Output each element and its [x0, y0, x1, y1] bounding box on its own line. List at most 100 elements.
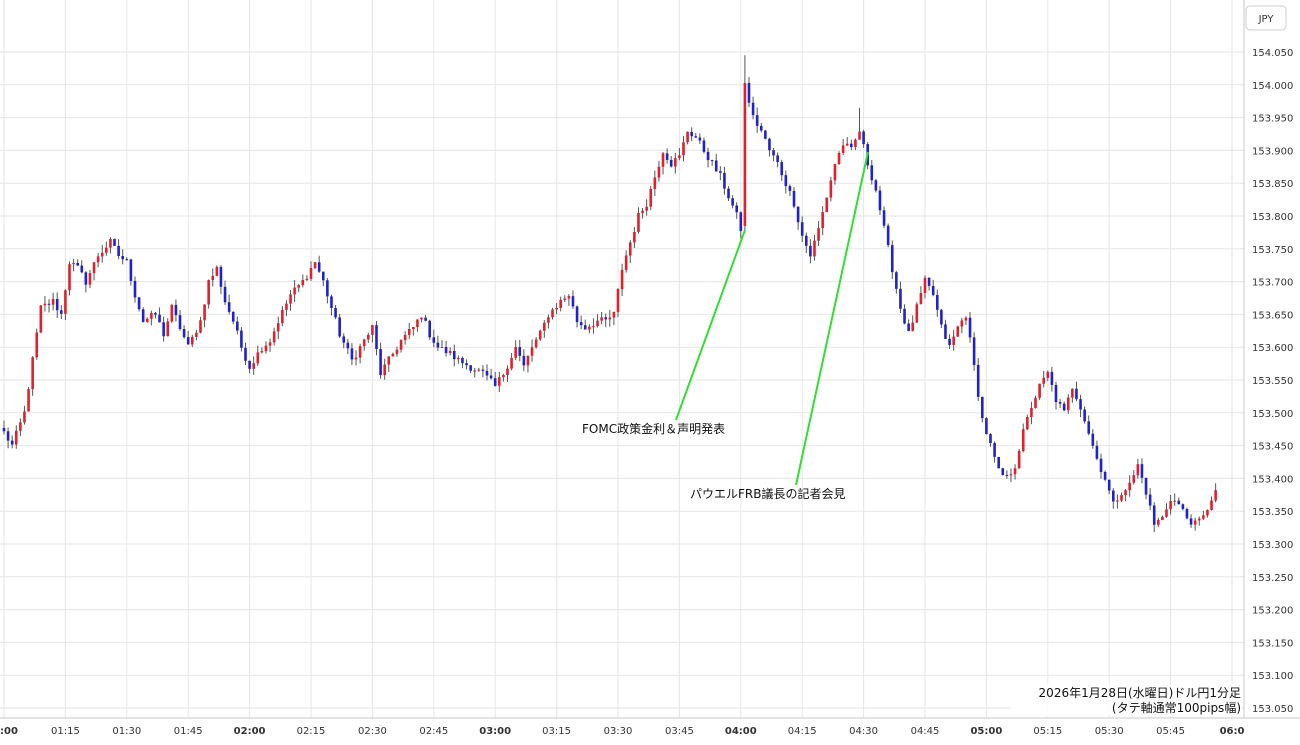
- candle-body: [645, 206, 648, 211]
- candle-body: [850, 143, 853, 148]
- candle-body: [407, 329, 411, 335]
- candle-body: [231, 311, 235, 322]
- candle-body: [240, 330, 243, 348]
- candle-body: [195, 332, 198, 337]
- candle-body: [669, 159, 673, 167]
- candle-body: [653, 177, 657, 189]
- x-tick-label: 05:45: [1156, 726, 1185, 737]
- candle-body: [530, 347, 534, 356]
- candle-body: [985, 418, 988, 435]
- candle-body: [68, 264, 71, 291]
- candle-body: [117, 245, 120, 256]
- candle-body: [485, 370, 489, 376]
- candle-body: [841, 145, 845, 153]
- x-tick-label: 05:00: [970, 726, 1002, 737]
- x-tick-label: 02:15: [297, 726, 326, 737]
- candle-body: [600, 317, 603, 321]
- x-tick-label: 01:15: [51, 726, 80, 737]
- candle-body: [133, 280, 137, 298]
- annotation-line: [675, 229, 746, 421]
- candle-body: [690, 131, 693, 137]
- candle-body: [579, 322, 583, 326]
- candle-body: [281, 309, 284, 324]
- currency-label: JPY: [1258, 14, 1275, 25]
- x-tick-label: 03:30: [604, 726, 633, 737]
- candle-body: [10, 440, 14, 445]
- candle-body: [661, 153, 665, 167]
- candle-body: [137, 297, 141, 310]
- candle-body: [379, 349, 382, 376]
- candle-body: [551, 309, 554, 318]
- candle-body: [731, 198, 734, 206]
- candle-body: [452, 350, 456, 360]
- currency-badge[interactable]: [1245, 5, 1287, 31]
- candle-body: [870, 165, 874, 181]
- candle-body: [342, 336, 346, 343]
- y-tick-label: 153.600: [1252, 343, 1293, 354]
- candle-body: [150, 312, 153, 319]
- x-tick-label: 03:00: [479, 726, 511, 737]
- candle-body: [346, 342, 350, 349]
- candle-body: [416, 319, 419, 327]
- candle-body: [710, 160, 714, 162]
- candle-body: [931, 285, 935, 295]
- y-tick-label: 153.700: [1252, 278, 1293, 289]
- candle-body: [174, 304, 178, 316]
- candle-body: [2, 427, 6, 432]
- candle-body: [190, 336, 194, 345]
- candle-body: [678, 155, 681, 159]
- candle-body: [289, 294, 292, 304]
- candle-body: [665, 153, 669, 160]
- candle-body: [788, 186, 792, 191]
- candle-body: [854, 139, 857, 148]
- candle-body: [264, 345, 268, 352]
- candle-body: [338, 317, 341, 337]
- candle-body: [76, 262, 79, 266]
- candle-body: [1152, 505, 1156, 525]
- y-tick-label: 153.450: [1252, 442, 1293, 453]
- y-tick-label: 153.200: [1252, 606, 1293, 617]
- candle-body: [1189, 518, 1193, 525]
- candle-body: [682, 142, 685, 156]
- candle-body: [1124, 490, 1127, 496]
- candle-body: [88, 273, 92, 285]
- candle-body: [1165, 509, 1168, 517]
- candle-body: [1103, 472, 1107, 480]
- candle-body: [526, 355, 530, 366]
- candle-body: [399, 340, 403, 350]
- candle-body: [633, 231, 636, 243]
- candle-body: [493, 378, 497, 386]
- candle-body: [641, 210, 644, 213]
- candle-body: [1206, 510, 1209, 516]
- candle-body: [248, 360, 251, 369]
- candle-body: [1005, 474, 1009, 476]
- candle-body: [223, 286, 227, 303]
- candle-body: [84, 272, 88, 285]
- candle-body: [1202, 515, 1205, 519]
- y-tick-label: 154.050: [1252, 48, 1293, 59]
- candle-body: [330, 296, 333, 308]
- y-tick-label: 153.100: [1252, 671, 1293, 682]
- candle-body: [461, 357, 464, 364]
- y-tick-label: 153.550: [1252, 376, 1293, 387]
- candle-body: [1197, 518, 1201, 521]
- x-tick-label: 02:30: [358, 726, 387, 737]
- y-tick-label: 153.150: [1252, 638, 1293, 649]
- candle-body: [14, 430, 18, 445]
- candle-body: [129, 259, 133, 281]
- annotation-line: [795, 151, 869, 486]
- x-tick-label: 01:30: [112, 726, 141, 737]
- y-tick-label: 153.850: [1252, 179, 1293, 190]
- candle-body: [567, 296, 571, 299]
- candle-body: [649, 188, 653, 207]
- candle-body: [620, 269, 624, 290]
- candle-body: [1148, 494, 1152, 506]
- candle-body: [420, 317, 423, 320]
- candle-body: [964, 317, 968, 321]
- candle-body: [432, 337, 436, 343]
- candle-body: [109, 238, 112, 248]
- candle-body: [759, 125, 763, 131]
- candle-body: [358, 346, 362, 358]
- candle-body: [96, 256, 100, 263]
- candle-body: [829, 180, 833, 198]
